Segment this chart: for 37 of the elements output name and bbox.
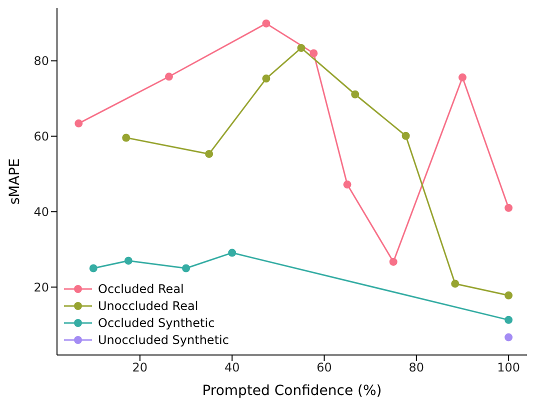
point bbox=[182, 264, 190, 272]
point bbox=[74, 119, 83, 128]
point bbox=[351, 90, 360, 98]
point bbox=[122, 134, 130, 142]
y-tick-label: 20 bbox=[34, 280, 49, 294]
point bbox=[402, 132, 410, 140]
point bbox=[458, 73, 466, 82]
point bbox=[297, 44, 306, 52]
point bbox=[164, 72, 173, 81]
point bbox=[504, 204, 513, 212]
point bbox=[262, 74, 270, 83]
point bbox=[89, 264, 98, 272]
point bbox=[504, 291, 513, 300]
point bbox=[310, 49, 318, 58]
point bbox=[389, 258, 398, 266]
legend-label: Unoccluded Real bbox=[98, 298, 198, 312]
y-tick-label: 40 bbox=[34, 204, 49, 219]
point bbox=[504, 316, 513, 324]
point bbox=[504, 333, 513, 342]
point bbox=[228, 248, 236, 257]
point bbox=[451, 280, 460, 288]
x-tick-label: 40 bbox=[224, 360, 240, 375]
y-axis-title: sMAPE bbox=[6, 158, 23, 205]
x-tick-label: 100 bbox=[497, 360, 520, 375]
point bbox=[343, 180, 352, 189]
legend-label: Occluded Real bbox=[98, 282, 184, 296]
x-tick-label: 80 bbox=[408, 360, 424, 375]
x-tick-label: 20 bbox=[132, 360, 148, 375]
x-tick-label: 60 bbox=[316, 360, 332, 375]
point bbox=[262, 19, 270, 28]
y-tick-label: 80 bbox=[34, 54, 49, 68]
point bbox=[205, 150, 214, 158]
point bbox=[124, 256, 132, 265]
y-tick-label: 60 bbox=[34, 130, 49, 144]
x-axis-title: Prompted Confidence (%) bbox=[202, 383, 382, 399]
legend-label: Occluded Synthetic bbox=[98, 316, 215, 330]
legend-label: Unoccluded Synthetic bbox=[98, 332, 229, 346]
